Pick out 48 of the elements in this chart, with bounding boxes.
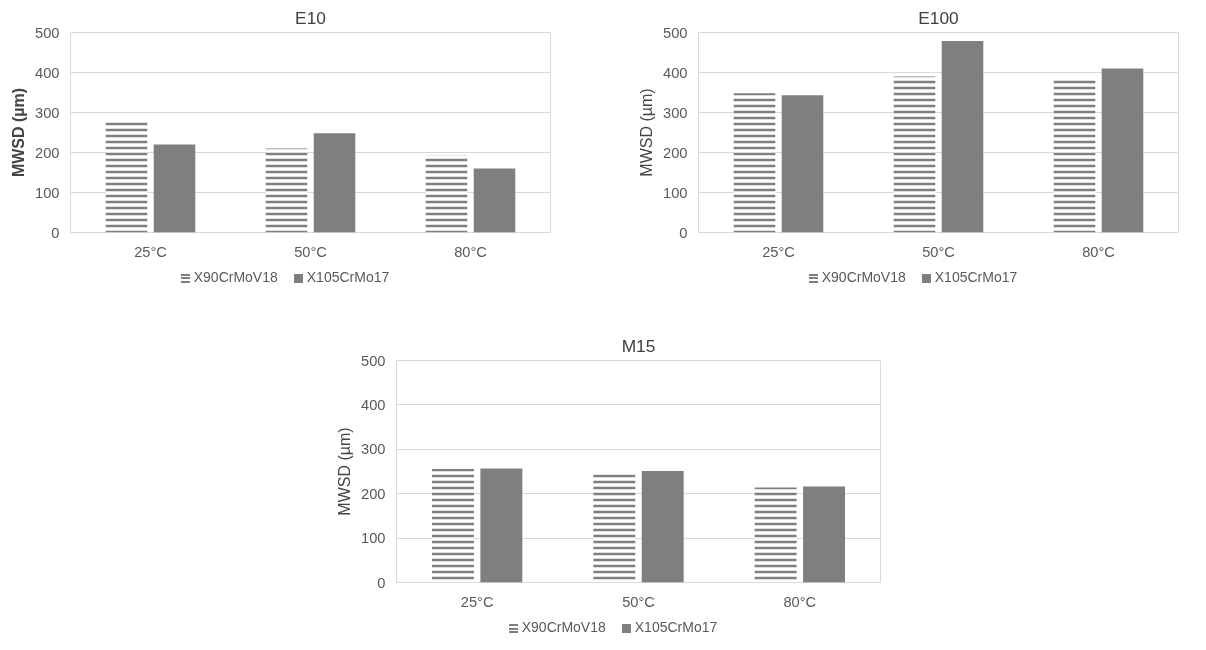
y-tick-label: 0	[51, 224, 60, 241]
legend-label: X105CrMo17	[634, 619, 718, 635]
y-axis-title: MWSD (µm)	[638, 88, 656, 177]
x-tick-label: 25°C	[460, 593, 494, 610]
bar	[313, 133, 356, 233]
y-tick-label: 200	[361, 485, 386, 502]
y-tick-label: 0	[679, 224, 688, 241]
bar	[781, 95, 824, 233]
y-tick-label: 500	[663, 24, 688, 41]
y-tick-label: 400	[361, 396, 386, 413]
y-tick-label: 100	[35, 184, 60, 201]
bar	[803, 486, 846, 583]
y-tick-label: 300	[663, 104, 688, 121]
legend-label: X105CrMo17	[306, 269, 390, 285]
chart-title: M15	[621, 335, 656, 356]
y-axis-title: MWSD (µm)	[336, 427, 354, 516]
x-tick-label: 50°C	[622, 593, 656, 610]
legend-label: X90CrMoV18	[821, 269, 906, 285]
x-tick-label: 80°C	[454, 243, 488, 260]
x-tick-label: 25°C	[762, 243, 796, 260]
y-tick-label: 300	[361, 441, 386, 458]
legend-label: X105CrMo17	[934, 269, 1018, 285]
y-tick-label: 0	[377, 574, 386, 591]
chart-title: E10	[295, 7, 326, 28]
bar	[641, 471, 684, 583]
legend-label: X90CrMoV18	[193, 269, 278, 285]
y-tick-label: 200	[35, 144, 60, 161]
y-tick-label: 500	[35, 24, 60, 41]
x-tick-label: 80°C	[783, 593, 817, 610]
x-tick-label: 80°C	[1082, 243, 1116, 260]
y-axis-title: MWSD (µm)	[10, 87, 28, 178]
y-tick-label: 100	[663, 184, 688, 201]
bar	[941, 40, 984, 233]
y-tick-label: 400	[663, 64, 688, 81]
y-tick-label: 200	[663, 144, 688, 161]
x-tick-label: 50°C	[922, 243, 956, 260]
y-tick-label: 300	[35, 104, 60, 121]
y-tick-label: 400	[35, 64, 60, 81]
bar	[153, 144, 196, 233]
bar	[1101, 68, 1144, 233]
x-tick-label: 25°C	[134, 243, 168, 260]
x-tick-label: 50°C	[294, 243, 328, 260]
y-tick-label: 500	[361, 352, 386, 369]
bar	[480, 468, 523, 583]
y-tick-label: 100	[361, 530, 386, 547]
legend-label: X90CrMoV18	[521, 619, 606, 635]
bar	[473, 168, 516, 233]
chart-title: E100	[918, 7, 959, 28]
